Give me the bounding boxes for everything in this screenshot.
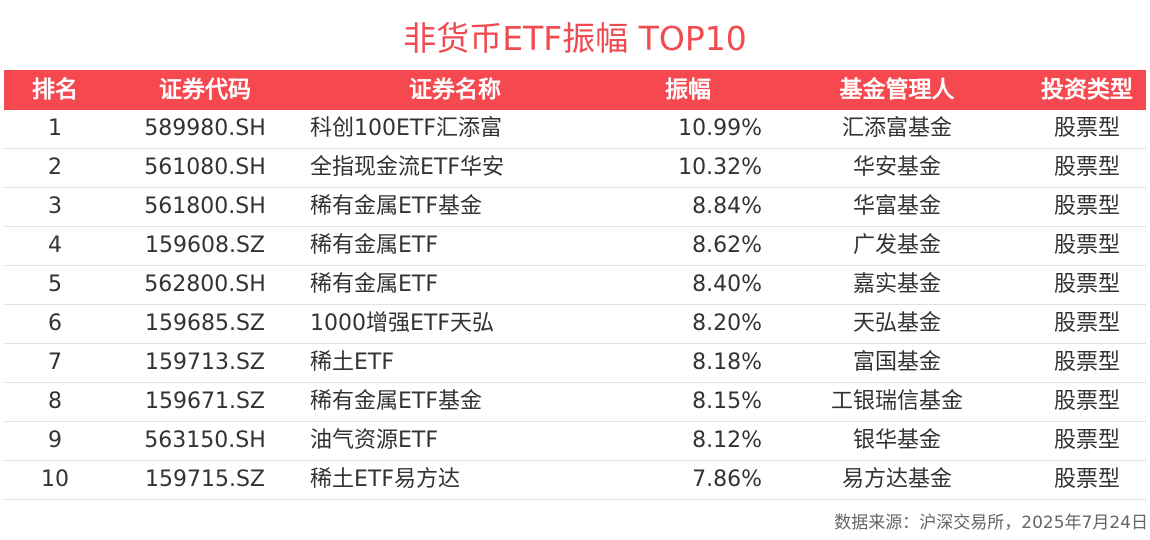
title: 非货币ETF振幅 TOP10 xyxy=(403,19,747,58)
cell-rank: 7 xyxy=(48,350,62,375)
cell-type: 股票型 xyxy=(1053,428,1120,453)
table-row: 6 159685.SZ 1000增强ETF天弘 8.20% 天弘基金 股票型 xyxy=(4,305,1146,344)
table-row: 2 561080.SH 全指现金流ETF华安 10.32% 华安基金 股票型 xyxy=(4,149,1146,188)
cell-name: 稀有金属ETF基金 xyxy=(310,194,482,219)
cell-name: 科创100ETF汇添富 xyxy=(310,116,502,141)
cell-name: 全指现金流ETF华安 xyxy=(310,155,504,180)
cell-code: 159685.SZ xyxy=(144,311,265,336)
cell-type: 股票型 xyxy=(1053,389,1120,414)
cell-amplitude: 8.18% xyxy=(692,350,762,375)
cell-type: 股票型 xyxy=(1053,194,1120,219)
cell-code: 159713.SZ xyxy=(144,350,265,375)
cell-code: 561800.SH xyxy=(144,194,266,219)
cell-name: 稀有金属ETF xyxy=(310,233,438,258)
table-header: 排名 证券代码 证券名称 振幅 基金管理人 投资类型 xyxy=(4,70,1146,110)
cell-rank: 10 xyxy=(41,467,69,492)
cell-rank: 6 xyxy=(48,311,62,336)
cell-manager: 广发基金 xyxy=(852,233,941,258)
table-row: 3 561800.SH 稀有金属ETF基金 8.84% 华富基金 股票型 xyxy=(4,188,1146,227)
cell-code: 159671.SZ xyxy=(144,389,265,414)
cell-type: 股票型 xyxy=(1053,311,1120,336)
header-rank: 排名 xyxy=(32,77,78,103)
cell-name: 稀有金属ETF xyxy=(310,272,438,297)
cell-code: 159715.SZ xyxy=(144,467,265,492)
cell-amplitude: 8.12% xyxy=(692,428,762,453)
cell-manager: 富国基金 xyxy=(852,350,941,375)
source: 数据来源：沪深交易所，2025年7月24日 xyxy=(834,513,1148,533)
table-row: 9 563150.SH 油气资源ETF 8.12% 银华基金 股票型 xyxy=(4,422,1146,461)
table-row: 7 159713.SZ 稀土ETF 8.18% 富国基金 股票型 xyxy=(4,344,1146,383)
cell-rank: 1 xyxy=(48,116,62,141)
table-row: 1 589980.SH 科创100ETF汇添富 10.99% 汇添富基金 股票型 xyxy=(4,110,1146,149)
cell-code: 563150.SH xyxy=(144,428,266,453)
cell-code: 561080.SH xyxy=(144,155,266,180)
table-row: 8 159671.SZ 稀有金属ETF基金 8.15% 工银瑞信基金 股票型 xyxy=(4,383,1146,422)
header-type: 投资类型 xyxy=(1041,77,1133,103)
cell-rank: 5 xyxy=(48,272,62,297)
cell-manager: 易方达基金 xyxy=(841,467,952,492)
cell-manager: 汇添富基金 xyxy=(841,116,952,141)
cell-type: 股票型 xyxy=(1053,467,1120,492)
header-name: 证券名称 xyxy=(409,77,501,103)
cell-type: 股票型 xyxy=(1053,233,1120,258)
cell-manager: 天弘基金 xyxy=(852,311,941,336)
cell-rank: 3 xyxy=(48,194,62,219)
cell-rank: 8 xyxy=(48,389,62,414)
cell-name: 稀有金属ETF基金 xyxy=(310,389,482,414)
cell-code: 589980.SH xyxy=(144,116,266,141)
cell-rank: 4 xyxy=(48,233,62,258)
cell-type: 股票型 xyxy=(1053,272,1120,297)
cell-manager: 银华基金 xyxy=(852,428,941,453)
cell-amplitude: 7.86% xyxy=(692,467,762,492)
cell-code: 159608.SZ xyxy=(144,233,265,258)
cell-manager: 嘉实基金 xyxy=(852,272,941,297)
cell-amplitude: 8.15% xyxy=(692,389,762,414)
cell-type: 股票型 xyxy=(1053,155,1120,180)
header-code: 证券代码 xyxy=(159,77,251,103)
cell-amplitude: 10.99% xyxy=(678,116,762,141)
cell-name: 油气资源ETF xyxy=(310,428,438,453)
cell-amplitude: 10.32% xyxy=(678,155,762,180)
cell-manager: 华安基金 xyxy=(852,155,941,180)
header-manager: 基金管理人 xyxy=(839,77,955,103)
cell-name: 1000增强ETF天弘 xyxy=(310,311,494,336)
cell-rank: 2 xyxy=(48,155,62,180)
header-amplitude: 振幅 xyxy=(665,77,711,103)
cell-type: 股票型 xyxy=(1053,350,1120,375)
cell-amplitude: 8.62% xyxy=(692,233,762,258)
cell-manager: 工银瑞信基金 xyxy=(830,389,963,414)
cell-amplitude: 8.40% xyxy=(692,272,762,297)
table-row: 5 562800.SH 稀有金属ETF 8.40% 嘉实基金 股票型 xyxy=(4,266,1146,305)
cell-type: 股票型 xyxy=(1053,116,1120,141)
cell-amplitude: 8.20% xyxy=(692,311,762,336)
cell-code: 562800.SH xyxy=(144,272,266,297)
cell-name: 稀土ETF易方达 xyxy=(310,467,460,492)
table-row: 10 159715.SZ 稀土ETF易方达 7.86% 易方达基金 股票型 xyxy=(4,461,1146,500)
cell-name: 稀土ETF xyxy=(310,350,394,375)
cell-manager: 华富基金 xyxy=(852,194,941,219)
cell-amplitude: 8.84% xyxy=(692,194,762,219)
table-row: 4 159608.SZ 稀有金属ETF 8.62% 广发基金 股票型 xyxy=(4,227,1146,266)
cell-rank: 9 xyxy=(48,428,62,453)
